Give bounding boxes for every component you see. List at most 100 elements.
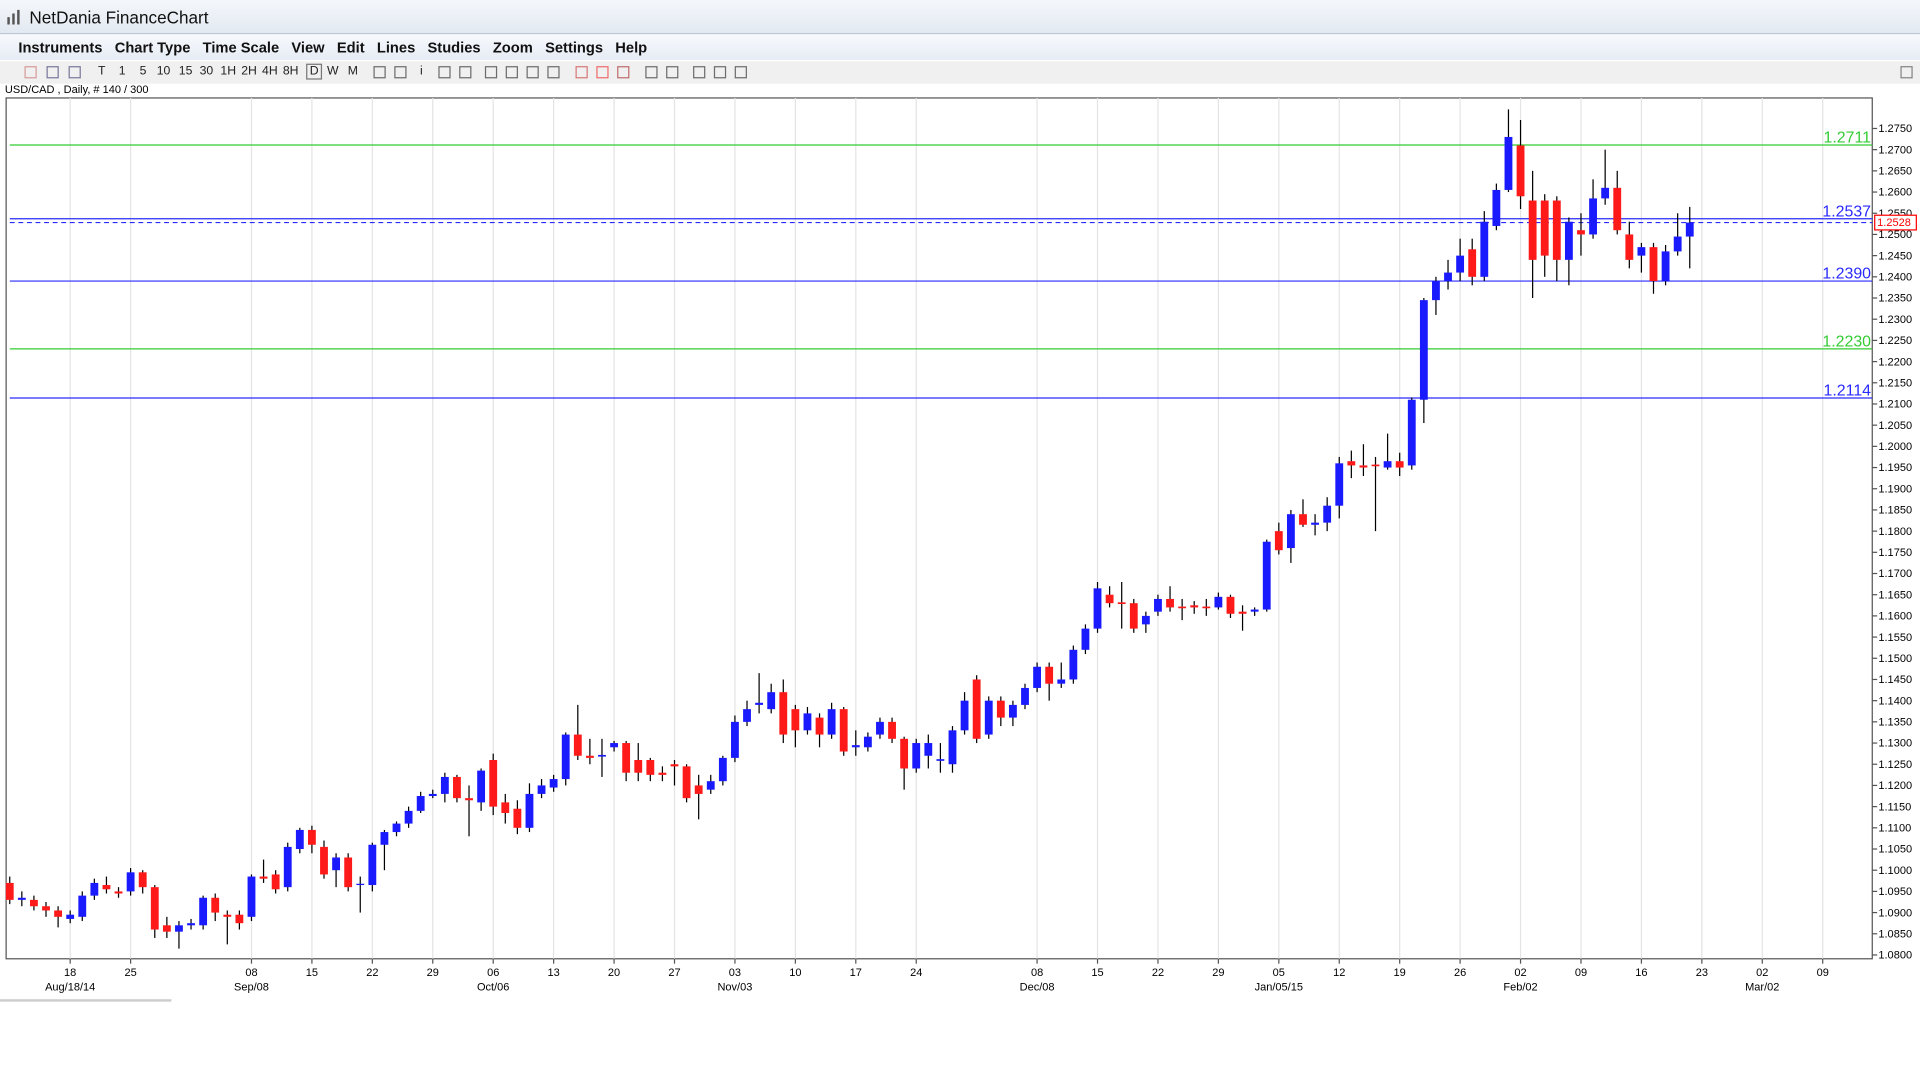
x-tick-label: 12 — [1333, 967, 1345, 979]
x-tick-label: 02 — [1756, 967, 1768, 979]
x-tick-label: 22 — [1152, 967, 1164, 979]
y-tick-label: 1.2000 — [1878, 441, 1912, 453]
candle-body — [1202, 606, 1211, 609]
toolbar-button[interactable]: D — [306, 63, 323, 80]
candle-body — [1637, 247, 1646, 256]
toolbar-button[interactable]: 5 — [139, 64, 147, 79]
candle-body — [1274, 531, 1283, 551]
toolbar-button[interactable]: 8H — [282, 64, 299, 79]
candle-body — [549, 779, 558, 788]
y-tick-label: 1.2700 — [1878, 144, 1912, 156]
candle-body — [1685, 222, 1694, 237]
toolbar-button[interactable]: 30 — [199, 64, 214, 79]
last-price-label: 1.2528 — [1877, 217, 1911, 229]
toolbar-icon[interactable] — [645, 66, 658, 79]
candle-body — [1117, 602, 1126, 605]
toolbar-button[interactable]: 4H — [262, 64, 278, 79]
candle-body — [30, 899, 38, 907]
x-tick-label: 23 — [1696, 967, 1708, 979]
x-tick-label: 16 — [1635, 967, 1647, 979]
toolbar-button[interactable]: 15 — [178, 64, 193, 79]
candle-body — [1166, 598, 1174, 608]
candle-body — [78, 895, 87, 917]
toolbar-icon[interactable] — [693, 66, 706, 79]
y-tick-label: 1.1600 — [1878, 611, 1912, 623]
toolbar-icon[interactable] — [438, 66, 451, 79]
toolbar-icon[interactable] — [484, 66, 498, 79]
candle-body — [392, 823, 401, 833]
toolbar-icon[interactable] — [373, 66, 386, 79]
toolbar-icon[interactable] — [24, 66, 37, 79]
toolbar-icon[interactable] — [459, 66, 472, 79]
x-tick-label: 27 — [668, 967, 680, 979]
toolbar-icon[interactable] — [547, 66, 560, 79]
candle-body — [803, 713, 812, 731]
candle-body — [440, 776, 449, 794]
toolbar-icon[interactable] — [666, 66, 679, 79]
candle-body — [1419, 300, 1428, 400]
toolbar-button[interactable]: i — [420, 64, 423, 79]
toolbar-button[interactable]: 1 — [118, 64, 126, 79]
candle-body — [90, 882, 99, 896]
y-tick-label: 1.2450 — [1878, 250, 1912, 262]
candle-body — [162, 925, 171, 932]
menu-item[interactable]: Lines — [376, 39, 416, 57]
toolbar-icon[interactable] — [1900, 66, 1913, 79]
candle-body — [731, 721, 739, 758]
plot-frame — [5, 97, 1873, 960]
menu-item[interactable]: Instruments — [18, 39, 103, 57]
menu-item[interactable]: Edit — [336, 39, 365, 57]
toolbar-icon[interactable] — [394, 66, 407, 79]
toolbar-icon[interactable] — [46, 66, 59, 79]
candle-body — [404, 810, 413, 824]
candle-body — [1504, 136, 1513, 190]
x-major-label: Aug/18/14 — [45, 982, 95, 994]
candle-body — [428, 793, 437, 797]
toolbar-button[interactable]: T — [97, 64, 106, 79]
candle-body — [888, 721, 896, 739]
toolbar-button[interactable]: 1H — [220, 64, 237, 79]
candle-body — [585, 755, 594, 758]
toolbar-button[interactable]: W — [326, 64, 339, 79]
menu-item[interactable]: Chart Type — [114, 39, 191, 57]
toolbar-button[interactable]: 10 — [156, 64, 171, 79]
candle-body — [876, 721, 884, 735]
toolbar-icon[interactable] — [596, 66, 609, 79]
candle-body — [295, 829, 304, 850]
toolbar-icon[interactable] — [575, 66, 588, 79]
toolbar-icon[interactable] — [526, 66, 539, 79]
y-tick-label: 1.2650 — [1878, 166, 1912, 178]
candle-body — [1129, 603, 1138, 629]
x-tick-label: 10 — [789, 967, 801, 979]
menu-item[interactable]: Help — [615, 39, 648, 57]
menu-item[interactable]: Settings — [545, 39, 604, 57]
x-tick-label: 17 — [850, 967, 862, 979]
candle-body — [1649, 247, 1658, 282]
menu-item[interactable]: Zoom — [492, 39, 533, 57]
toolbar-button[interactable]: 2H — [241, 64, 257, 79]
toolbar-icon[interactable] — [734, 66, 747, 79]
toolbar-icon[interactable] — [505, 66, 518, 79]
candle-body — [223, 914, 232, 917]
candle-body — [1299, 514, 1307, 525]
candle-body — [368, 844, 377, 886]
x-tick-label: 08 — [245, 967, 257, 979]
candle-body — [1105, 594, 1114, 604]
chart-bg — [0, 83, 1920, 1078]
toolbar-icon[interactable] — [68, 66, 81, 79]
menu-item[interactable]: Time Scale — [202, 39, 280, 57]
toolbar-icon[interactable] — [713, 66, 727, 79]
x-tick-label: 19 — [1394, 967, 1406, 979]
toolbar-icon[interactable] — [617, 66, 630, 79]
toolbar-button[interactable]: M — [347, 64, 358, 79]
y-tick-label: 1.1750 — [1878, 547, 1912, 559]
candle-body — [658, 772, 667, 775]
menu-item[interactable]: Studies — [427, 39, 481, 57]
candle-body — [863, 736, 872, 748]
candle-body — [598, 754, 606, 757]
y-tick-label: 1.1900 — [1878, 483, 1912, 495]
candle-body — [416, 796, 425, 811]
candle-body — [1613, 187, 1622, 231]
menu-item[interactable]: View — [291, 39, 325, 57]
candle-body — [150, 887, 159, 930]
